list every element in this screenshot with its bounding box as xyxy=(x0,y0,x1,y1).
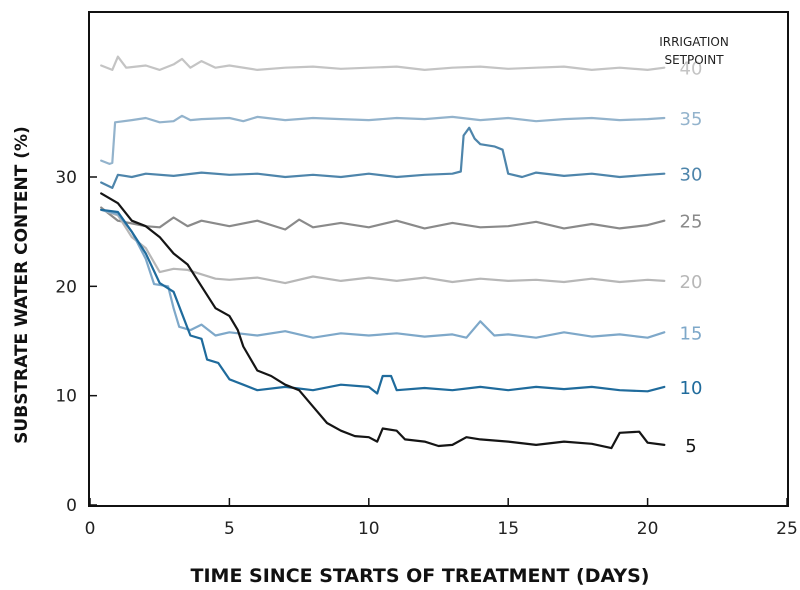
series-label-15: 15 xyxy=(680,323,703,344)
y-tick-label: 0 xyxy=(66,496,77,516)
series-label-20: 20 xyxy=(680,272,703,293)
x-tick-label: 20 xyxy=(637,519,659,539)
x-tick-label: 10 xyxy=(358,519,380,539)
x-tick-label: 25 xyxy=(776,519,798,539)
plot-frame xyxy=(88,11,789,507)
x-tick-label: 15 xyxy=(497,519,519,539)
y-tick-label: 20 xyxy=(55,277,77,297)
series-lines xyxy=(100,55,666,450)
series-line-15 xyxy=(100,208,666,339)
x-tick-label: 5 xyxy=(224,519,235,539)
series-label-40: 40 xyxy=(680,59,703,80)
series-line-20 xyxy=(100,208,666,285)
y-axis-title: SUBSTRATE WATER CONTENT (%) xyxy=(12,126,32,444)
x-axis-title: TIME SINCE STARTS OF TREATMENT (DAYS) xyxy=(191,565,650,587)
legend-title-line-1: IRRIGATION xyxy=(659,35,729,49)
series-label-25: 25 xyxy=(680,212,703,233)
series-line-30 xyxy=(100,126,666,189)
series-line-40 xyxy=(100,55,666,71)
series-line-35 xyxy=(100,114,666,165)
series-label-35: 35 xyxy=(680,109,703,130)
y-tick-label: 10 xyxy=(55,387,77,407)
legend-title-line-2: SETPOINT xyxy=(664,53,724,67)
series-label-10: 10 xyxy=(680,378,703,399)
y-tick-label: 30 xyxy=(55,168,77,188)
x-tick-label: 0 xyxy=(85,519,96,539)
series-label-30: 30 xyxy=(680,165,703,186)
series-line-5 xyxy=(100,192,666,450)
series-line-25 xyxy=(100,206,666,231)
series-label-5: 5 xyxy=(685,436,696,457)
series-line-10 xyxy=(100,208,666,395)
axes: 0 5 10 15 20 25 0 10 20 30 xyxy=(55,168,797,539)
series-labels: 40 35 30 25 20 15 10 5 xyxy=(680,59,703,457)
